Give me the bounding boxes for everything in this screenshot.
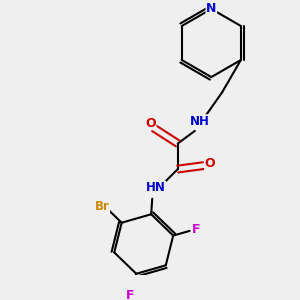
Text: O: O xyxy=(205,158,215,170)
Text: F: F xyxy=(126,289,135,300)
Text: O: O xyxy=(145,117,156,130)
Text: F: F xyxy=(192,223,200,236)
Text: N: N xyxy=(206,2,217,15)
Text: Br: Br xyxy=(95,200,110,213)
Text: NH: NH xyxy=(190,115,210,128)
Text: HN: HN xyxy=(146,181,166,194)
